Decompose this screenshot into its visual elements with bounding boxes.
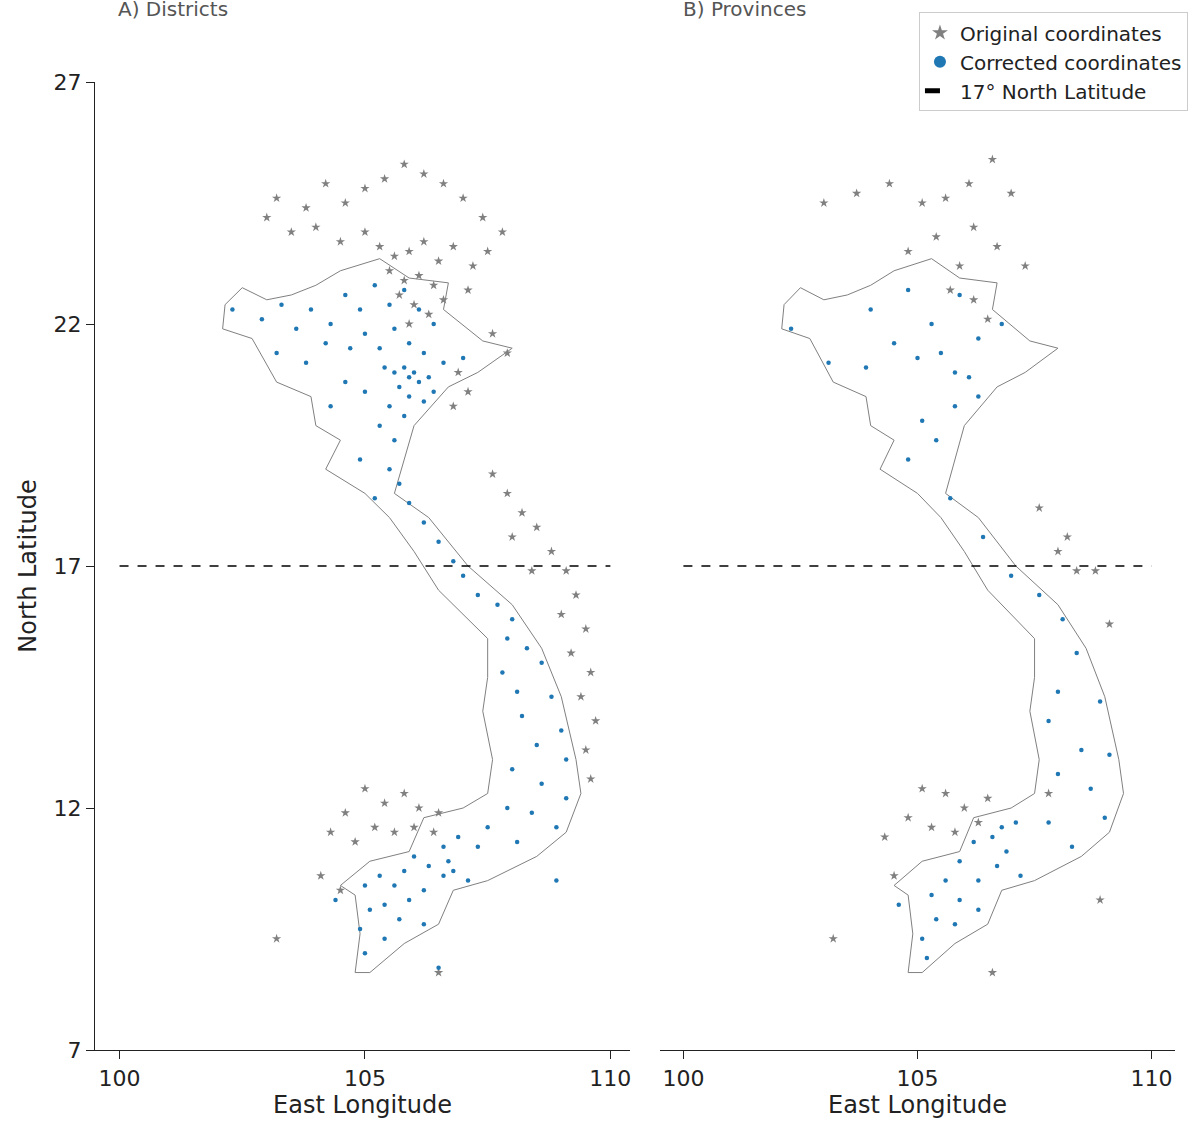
svg-text:North Latitude: North Latitude	[14, 479, 42, 653]
svg-text:100: 100	[662, 1066, 704, 1091]
svg-text:22: 22	[54, 312, 82, 337]
svg-text:105: 105	[897, 1066, 939, 1091]
svg-text:Corrected coordinates: Corrected coordinates	[960, 51, 1181, 75]
svg-text:110: 110	[589, 1066, 631, 1091]
svg-text:17: 17	[54, 554, 82, 579]
svg-text:100: 100	[99, 1066, 141, 1091]
svg-text:17° North Latitude: 17° North Latitude	[960, 80, 1146, 104]
svg-text:East Longitude: East Longitude	[273, 1091, 452, 1119]
svg-text:105: 105	[344, 1066, 386, 1091]
svg-text:Original coordinates: Original coordinates	[960, 22, 1162, 46]
svg-text:A) Districts: A) Districts	[118, 0, 228, 21]
svg-text:B) Provinces: B) Provinces	[683, 0, 806, 21]
svg-text:7: 7	[68, 1038, 82, 1063]
svg-text:12: 12	[54, 796, 82, 821]
svg-text:East Longitude: East Longitude	[828, 1091, 1007, 1119]
svg-text:27: 27	[54, 70, 82, 95]
svg-text:110: 110	[1131, 1066, 1173, 1091]
